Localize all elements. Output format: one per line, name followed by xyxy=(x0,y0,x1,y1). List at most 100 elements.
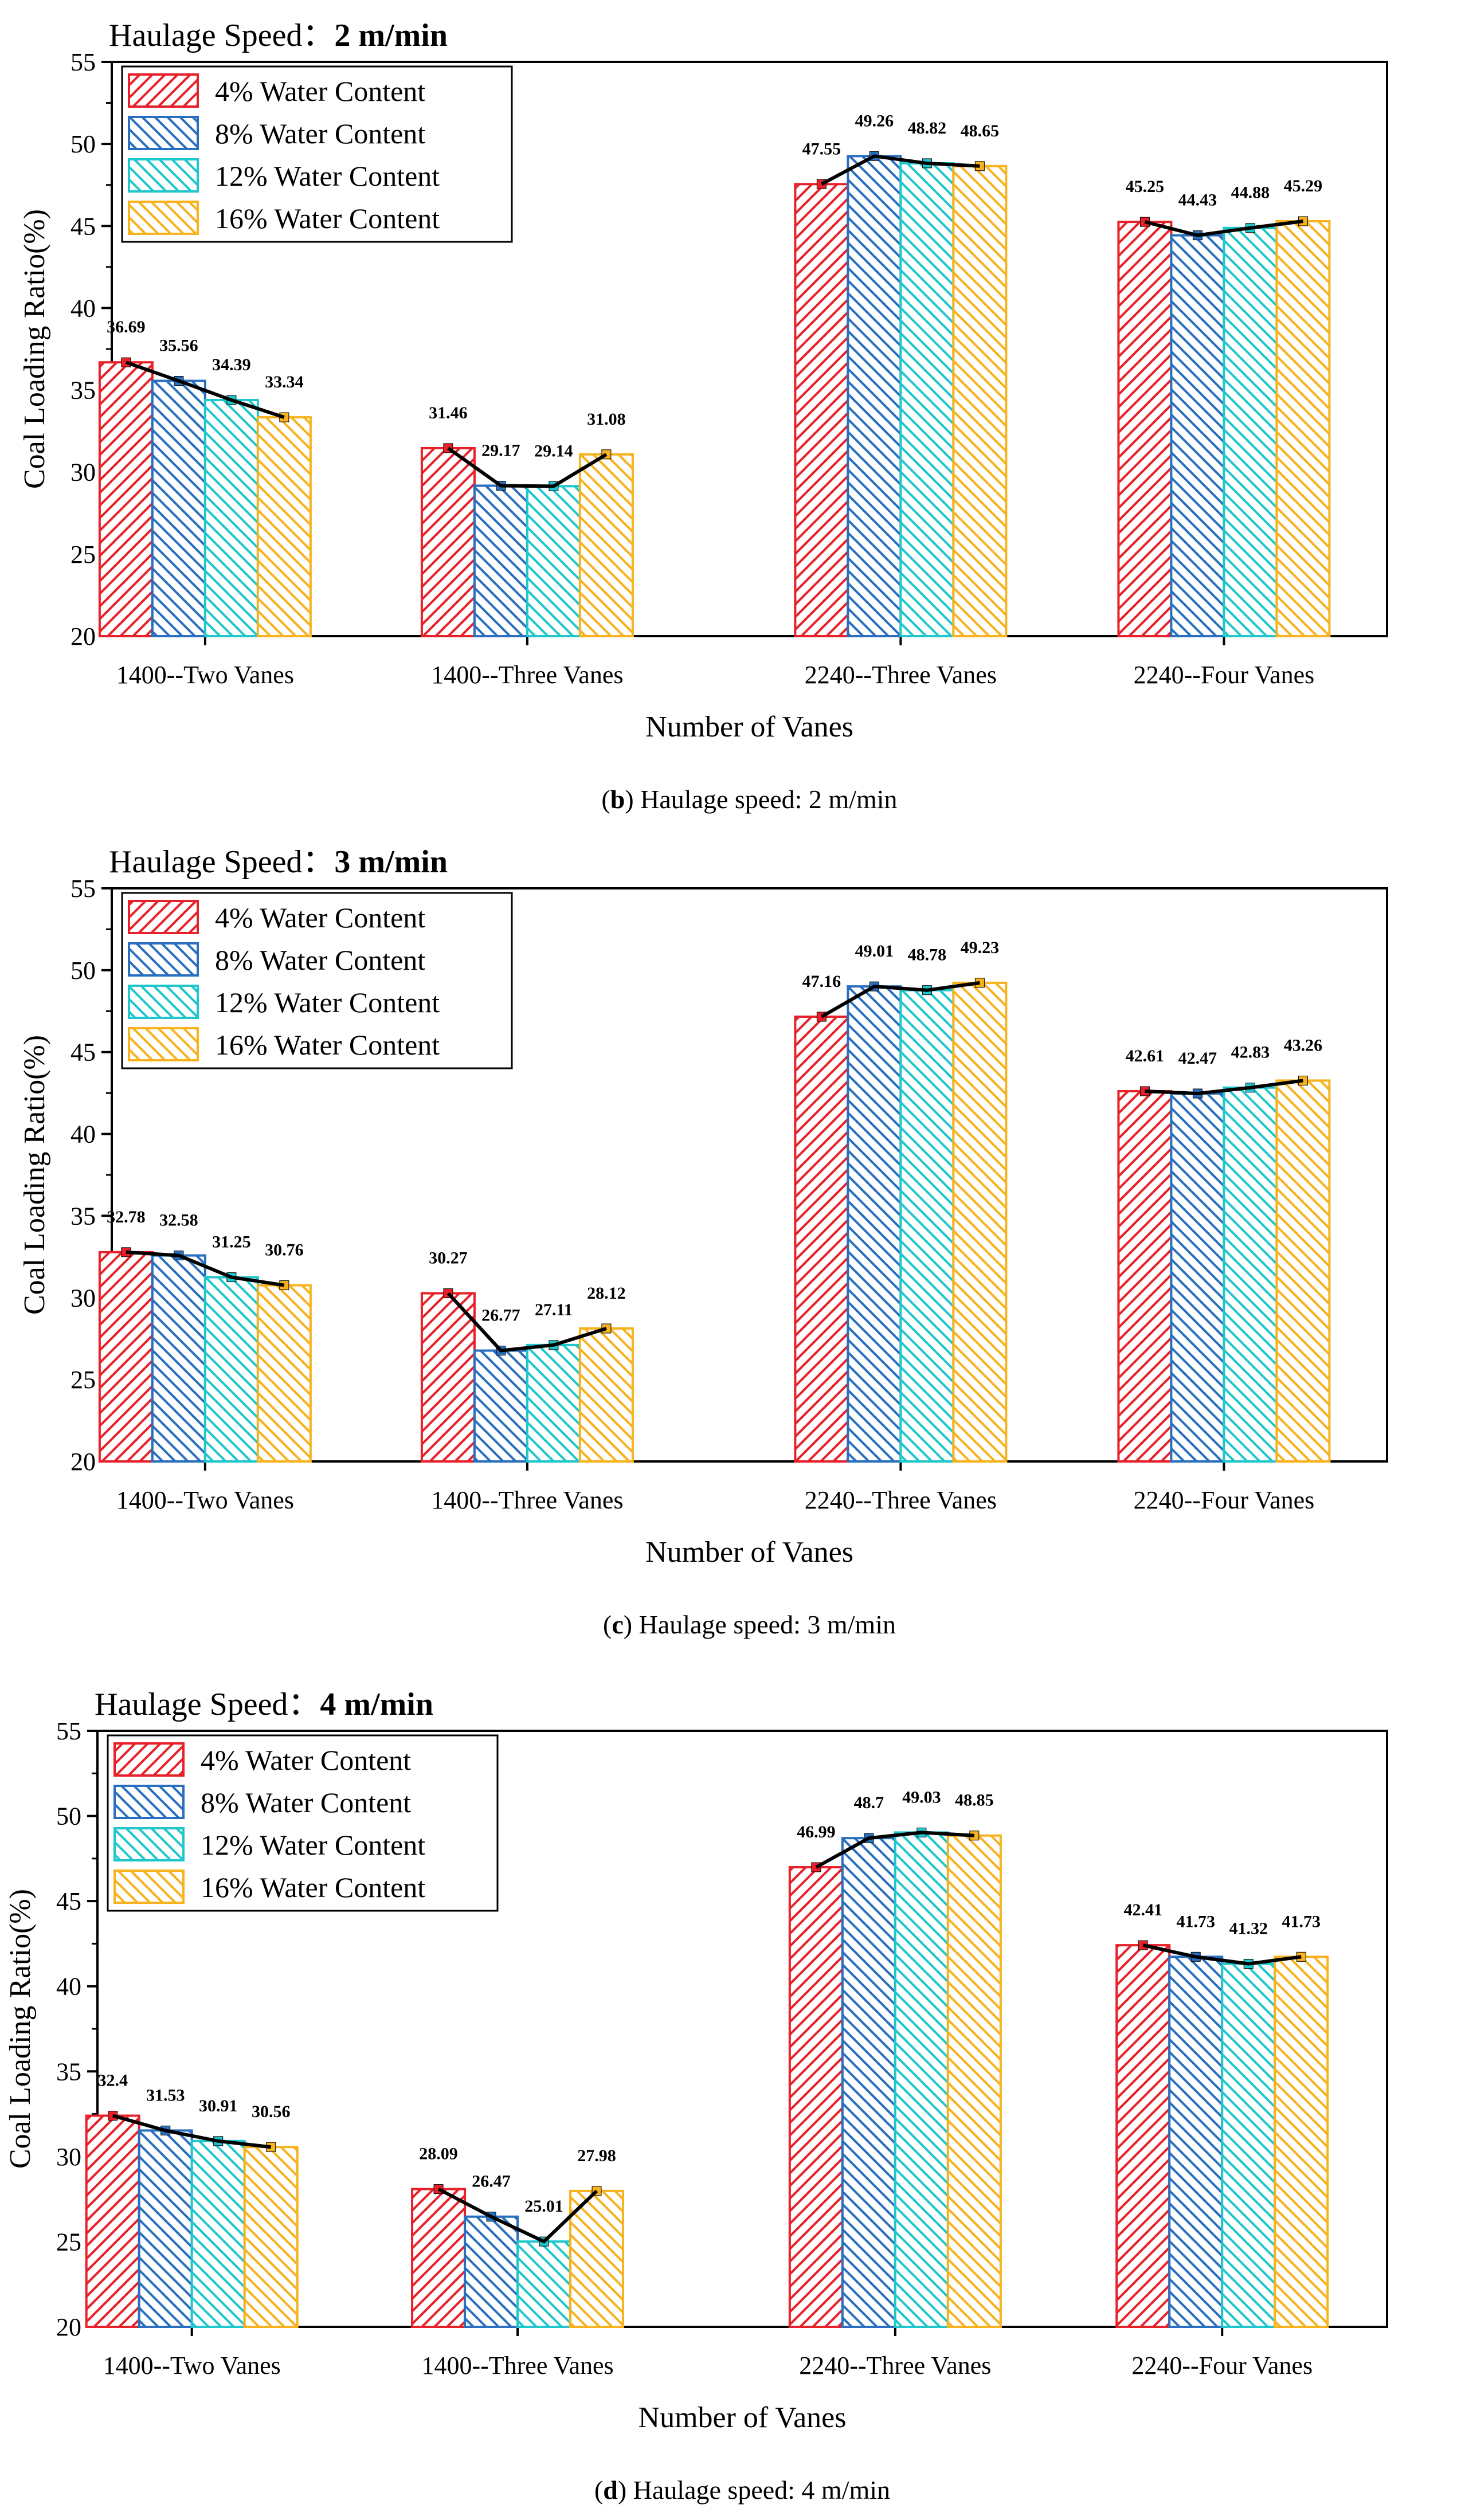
data-label: 26.47 xyxy=(472,2172,511,2191)
y-tick-label: 30 xyxy=(70,1284,96,1312)
legend-label: 16% Water Content xyxy=(215,202,440,234)
y-tick-label: 40 xyxy=(70,294,96,322)
x-category-label: 1400--Two Vanes xyxy=(116,1486,294,1514)
data-label: 30.27 xyxy=(429,1249,468,1268)
legend-label: 8% Water Content xyxy=(215,117,425,150)
data-label: 45.25 xyxy=(1126,177,1165,196)
legend: 4% Water Content 8% Water Content 12% Wate… xyxy=(121,65,513,243)
bar-c-1-1 xyxy=(473,1349,528,1463)
caption-letter: b xyxy=(610,785,625,814)
x-category-label: 1400--Three Vanes xyxy=(431,1486,623,1514)
bar-b-3-0 xyxy=(1117,221,1173,637)
heading-prefix: Haulage Speed： xyxy=(109,18,334,53)
bar-c-3-2 xyxy=(1223,1086,1278,1463)
data-label: 31.53 xyxy=(146,2086,185,2104)
x-category-label: 2240--Three Vanes xyxy=(805,1486,997,1514)
bar-c-0-2 xyxy=(203,1276,259,1463)
bar-d-2-0 xyxy=(788,1866,844,2329)
y-axis-label: Coal Loading Ratio(%) xyxy=(18,209,51,489)
legend: 4% Water Content 8% Water Content 12% Wate… xyxy=(121,892,513,1069)
bar-b-2-3 xyxy=(952,164,1008,637)
legend-swatch xyxy=(113,1742,185,1777)
data-label: 42.61 xyxy=(1126,1047,1165,1065)
y-axis-label: Coal Loading Ratio(%) xyxy=(4,1889,37,2169)
data-label: 47.55 xyxy=(802,139,841,158)
legend-swatch xyxy=(128,116,199,150)
bar-c-3-0 xyxy=(1117,1090,1173,1463)
x-category-label: 2240--Three Vanes xyxy=(799,2352,991,2380)
y-tick-label: 35 xyxy=(70,1202,96,1230)
chart-panel-d: Haulage Speed：4 m/min 20 25 30 35 40 45 50 55 Coa… xyxy=(4,1687,1388,2505)
chart-panel-c: Haulage Speed：3 m/min 20 25 30 35 40 45 50 55 Coa… xyxy=(18,844,1388,1639)
y-tick-label: 50 xyxy=(70,130,96,158)
heading-speed-value: 2 m/min xyxy=(334,18,448,53)
bar-b-0-2 xyxy=(203,399,259,637)
y-tick-label: 20 xyxy=(56,2313,81,2341)
data-label: 28.12 xyxy=(587,1284,626,1303)
legend-swatch xyxy=(128,201,199,235)
trend-line xyxy=(125,360,285,419)
data-label: 49.26 xyxy=(855,111,894,130)
data-label: 25.01 xyxy=(524,2197,563,2216)
data-label: 32.78 xyxy=(107,1208,146,1226)
bar-d-2-1 xyxy=(841,1837,896,2328)
caption-letter: d xyxy=(603,2475,618,2505)
legend-swatch xyxy=(128,985,199,1019)
bar-b-3-3 xyxy=(1275,220,1331,638)
y-tick-label: 35 xyxy=(70,377,96,405)
legend-label: 4% Water Content xyxy=(215,75,425,107)
legend-swatch xyxy=(128,942,199,977)
bar-d-3-2 xyxy=(1221,1962,1276,2328)
x-category-label: 2240--Four Vanes xyxy=(1134,661,1315,689)
bar-c-1-3 xyxy=(578,1327,634,1463)
y-tick-label: 50 xyxy=(56,1802,81,1831)
trend-line xyxy=(112,2114,272,2149)
y-tick-label: 50 xyxy=(70,957,96,985)
y-tick-label: 40 xyxy=(56,1973,81,2001)
data-label: 42.47 xyxy=(1178,1049,1217,1068)
bar-d-0-0 xyxy=(85,2114,140,2329)
bar-b-2-0 xyxy=(794,183,849,638)
heading-speed-value: 3 m/min xyxy=(334,844,448,880)
caption-text: ) Haulage speed: 3 m/min xyxy=(624,1610,896,1639)
data-label: 49.23 xyxy=(961,938,1000,957)
legend-label: 4% Water Content xyxy=(201,1744,411,1776)
x-category-label: 2240--Four Vanes xyxy=(1134,1486,1315,1514)
y-tick-label: 35 xyxy=(56,2057,81,2086)
data-label: 31.46 xyxy=(429,403,468,422)
caption-text: ) Haulage speed: 4 m/min xyxy=(618,2475,890,2505)
heading-prefix: Haulage Speed： xyxy=(109,844,334,880)
legend-label: 16% Water Content xyxy=(201,1871,425,1903)
y-tick-label: 30 xyxy=(70,458,96,487)
x-category-label: 1400--Three Vanes xyxy=(431,661,623,689)
trend-line xyxy=(1145,1079,1303,1096)
bar-c-2-1 xyxy=(847,985,902,1463)
trend-line xyxy=(447,446,608,488)
data-label: 26.77 xyxy=(481,1306,520,1325)
y-tick-label: 40 xyxy=(70,1120,96,1149)
x-axis-label: Number of Vanes xyxy=(645,1536,853,1569)
data-label: 49.03 xyxy=(902,1788,941,1806)
data-label: 48.65 xyxy=(961,122,1000,140)
data-label: 29.17 xyxy=(481,441,520,460)
trend-line xyxy=(1142,1943,1302,1966)
data-label: 31.25 xyxy=(212,1233,251,1252)
bar-b-0-3 xyxy=(256,416,312,637)
data-label: 48.82 xyxy=(908,119,947,138)
x-axis-label: Number of Vanes xyxy=(639,2401,847,2434)
bar-c-2-2 xyxy=(899,989,955,1463)
chart-heading: Haulage Speed：4 m/min xyxy=(95,1687,433,1722)
data-label: 44.88 xyxy=(1231,183,1270,202)
data-label: 42.41 xyxy=(1123,1900,1162,1919)
figure-caption: (d) Haulage speed: 4 m/min xyxy=(594,2475,890,2505)
legend-swatch xyxy=(128,900,199,934)
y-tick-label: 25 xyxy=(56,2228,81,2256)
data-label: 27.11 xyxy=(535,1300,573,1319)
legend-swatch xyxy=(113,1785,185,1819)
y-tick-label: 20 xyxy=(70,622,96,650)
legend-label: 4% Water Content xyxy=(215,902,425,934)
data-label: 41.73 xyxy=(1176,1912,1215,1931)
data-label: 27.98 xyxy=(577,2146,616,2165)
bar-d-0-3 xyxy=(243,2146,299,2328)
